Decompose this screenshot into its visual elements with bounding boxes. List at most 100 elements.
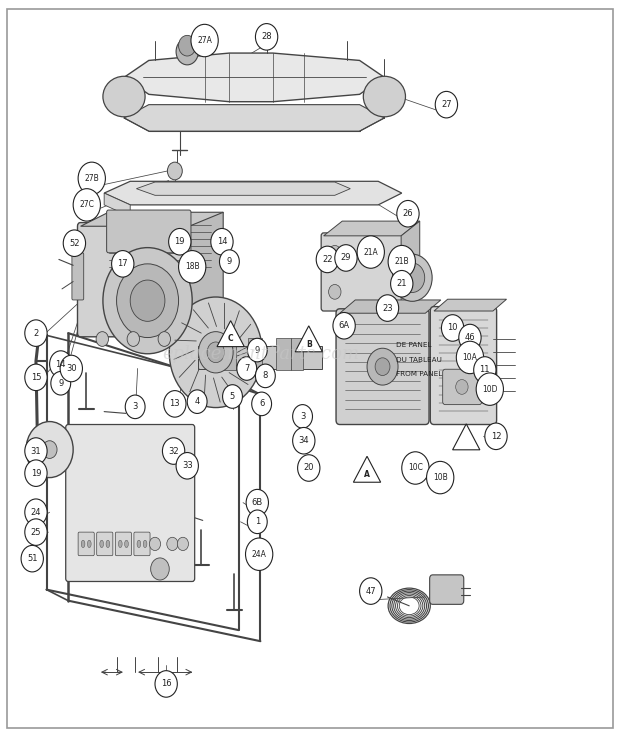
FancyBboxPatch shape — [97, 532, 113, 556]
Circle shape — [375, 358, 390, 376]
Text: 17: 17 — [117, 259, 128, 268]
Text: 47: 47 — [365, 587, 376, 595]
Circle shape — [255, 364, 275, 388]
Text: 18B: 18B — [185, 262, 200, 271]
Circle shape — [96, 332, 108, 346]
Text: 24A: 24A — [252, 550, 267, 559]
FancyBboxPatch shape — [276, 338, 291, 370]
Circle shape — [158, 332, 170, 346]
Circle shape — [376, 295, 399, 321]
Circle shape — [246, 489, 268, 516]
Text: 24: 24 — [31, 508, 41, 517]
Circle shape — [392, 254, 432, 301]
PathPatch shape — [434, 299, 507, 311]
Circle shape — [333, 312, 355, 339]
Circle shape — [252, 392, 272, 416]
Text: 10D: 10D — [482, 385, 497, 394]
FancyBboxPatch shape — [78, 223, 192, 337]
Text: 2: 2 — [33, 329, 38, 338]
Circle shape — [476, 373, 503, 405]
Ellipse shape — [125, 540, 128, 548]
Circle shape — [42, 441, 57, 458]
Circle shape — [169, 297, 262, 408]
Text: 23: 23 — [382, 304, 393, 312]
Text: 6: 6 — [259, 399, 264, 408]
Circle shape — [60, 355, 82, 382]
Circle shape — [211, 228, 233, 255]
Circle shape — [335, 245, 357, 271]
FancyBboxPatch shape — [107, 210, 191, 253]
FancyBboxPatch shape — [430, 575, 464, 604]
Circle shape — [127, 332, 140, 346]
Text: 14: 14 — [217, 237, 227, 246]
Polygon shape — [453, 424, 480, 450]
Text: 14: 14 — [56, 360, 66, 368]
Text: 10: 10 — [448, 324, 458, 332]
Text: 21B: 21B — [394, 257, 409, 266]
Circle shape — [388, 245, 415, 278]
PathPatch shape — [136, 182, 350, 195]
Circle shape — [247, 338, 267, 362]
Circle shape — [117, 264, 179, 338]
Text: 30: 30 — [66, 364, 77, 373]
Text: 6A: 6A — [339, 321, 350, 330]
Circle shape — [293, 405, 312, 428]
Text: 15: 15 — [31, 373, 41, 382]
Circle shape — [73, 189, 100, 221]
Circle shape — [169, 228, 191, 255]
Text: 27C: 27C — [79, 200, 94, 209]
Circle shape — [456, 341, 484, 374]
Text: 22: 22 — [322, 255, 332, 264]
Circle shape — [402, 452, 429, 484]
Text: B: B — [306, 340, 312, 349]
Text: FROM PANEL: FROM PANEL — [396, 371, 442, 377]
Circle shape — [25, 364, 47, 391]
Circle shape — [237, 357, 257, 380]
Text: 11: 11 — [480, 366, 490, 374]
Text: 16: 16 — [161, 680, 172, 688]
Circle shape — [25, 499, 47, 525]
FancyBboxPatch shape — [134, 532, 150, 556]
Text: 13: 13 — [169, 399, 180, 408]
Text: 25: 25 — [31, 528, 41, 537]
Circle shape — [162, 438, 185, 464]
PathPatch shape — [81, 212, 223, 226]
Text: 9: 9 — [255, 346, 260, 354]
Circle shape — [255, 24, 278, 50]
Circle shape — [130, 280, 165, 321]
Circle shape — [151, 558, 169, 580]
Text: 12: 12 — [491, 432, 501, 441]
Circle shape — [179, 251, 206, 283]
Ellipse shape — [87, 540, 91, 548]
Circle shape — [329, 284, 341, 299]
Text: 51: 51 — [27, 554, 37, 563]
Circle shape — [298, 455, 320, 481]
Text: 19: 19 — [175, 237, 185, 246]
FancyBboxPatch shape — [336, 309, 429, 425]
Text: 27B: 27B — [84, 174, 99, 183]
Text: 21A: 21A — [363, 248, 378, 256]
Text: 6B: 6B — [252, 498, 263, 507]
Text: 20: 20 — [304, 464, 314, 472]
Text: 31: 31 — [30, 447, 42, 455]
Text: 32: 32 — [168, 447, 179, 455]
Ellipse shape — [100, 540, 104, 548]
Circle shape — [21, 545, 43, 572]
Circle shape — [207, 342, 224, 363]
Circle shape — [177, 537, 188, 551]
Circle shape — [176, 453, 198, 479]
PathPatch shape — [401, 221, 420, 308]
Circle shape — [187, 390, 207, 413]
Ellipse shape — [103, 77, 145, 117]
Text: 3: 3 — [300, 412, 305, 421]
Circle shape — [112, 251, 134, 277]
Circle shape — [176, 38, 198, 65]
PathPatch shape — [104, 193, 130, 217]
Circle shape — [485, 423, 507, 450]
Text: 52: 52 — [69, 239, 79, 248]
FancyBboxPatch shape — [443, 369, 482, 405]
Circle shape — [78, 162, 105, 195]
FancyBboxPatch shape — [66, 425, 195, 581]
Circle shape — [391, 270, 413, 297]
Text: 8: 8 — [263, 371, 268, 380]
